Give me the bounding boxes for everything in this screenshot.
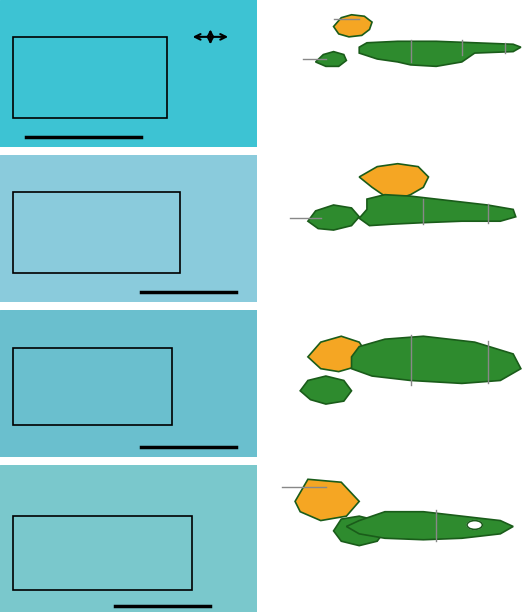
Polygon shape bbox=[347, 512, 513, 540]
Polygon shape bbox=[351, 336, 521, 384]
Polygon shape bbox=[316, 51, 347, 66]
Polygon shape bbox=[333, 516, 385, 546]
Bar bbox=[13, 516, 193, 590]
Polygon shape bbox=[300, 376, 351, 404]
Bar bbox=[13, 37, 167, 118]
Circle shape bbox=[467, 521, 482, 529]
Polygon shape bbox=[359, 41, 521, 66]
Polygon shape bbox=[359, 195, 515, 226]
Polygon shape bbox=[333, 15, 372, 37]
Polygon shape bbox=[308, 336, 367, 371]
Bar bbox=[13, 348, 172, 425]
Polygon shape bbox=[308, 205, 359, 230]
Polygon shape bbox=[295, 479, 359, 521]
Bar bbox=[13, 192, 179, 273]
Polygon shape bbox=[359, 163, 429, 199]
